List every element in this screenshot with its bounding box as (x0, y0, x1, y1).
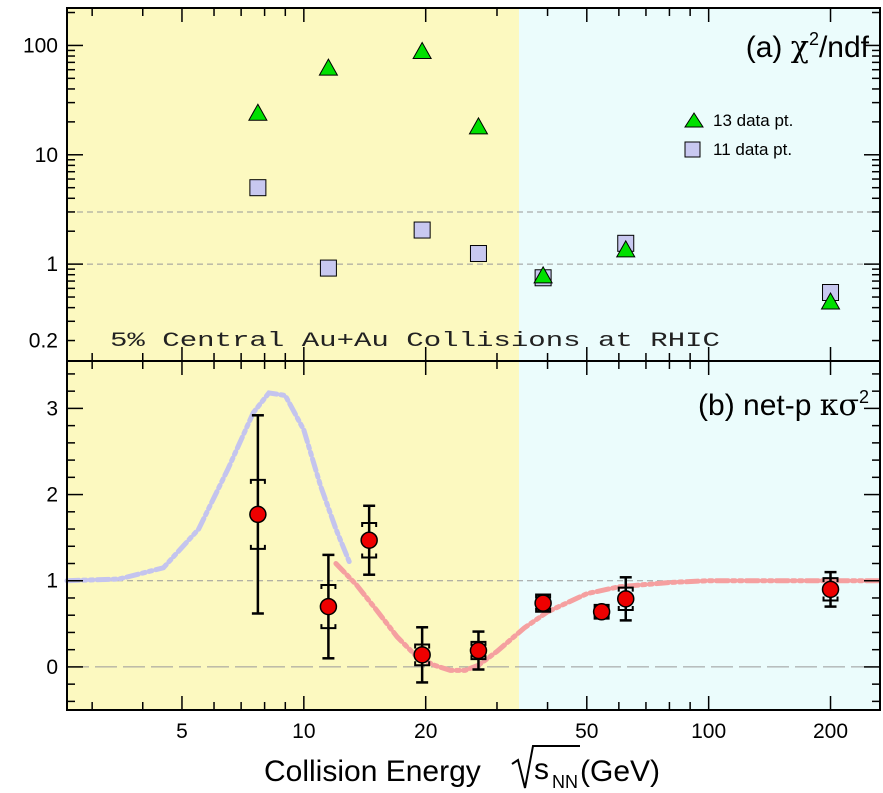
data-point (360, 504, 378, 576)
panel-a: 0.2 1 10 100 (a) χ2/ndf 13 data pt. 11 data… (23, 8, 880, 361)
circle-marker (360, 531, 378, 549)
y-tick-label: 1 (46, 253, 58, 276)
panel-a-title: (a) χ2/ndf (746, 29, 870, 65)
square-marker (469, 245, 487, 263)
data-point (821, 570, 840, 608)
sys-error-bracket (414, 643, 431, 649)
sys-error-bracket (617, 606, 634, 612)
x-axis-title-s: s (534, 753, 549, 786)
panel-a-title-prefix: (a) (746, 31, 791, 64)
panel-a-title-rest: /ndf (819, 31, 870, 64)
x-tick-label: 20 (414, 720, 437, 743)
x-tick-label: 50 (575, 720, 598, 743)
x-tick-label: 200 (813, 720, 848, 743)
x-tick-label: 100 (691, 720, 726, 743)
data-point (592, 603, 611, 621)
x-tick-labels: 5 10 20 50 100 200 (176, 720, 848, 743)
panel-a-markers (248, 41, 841, 310)
circle-marker (249, 505, 267, 524)
sys-error-bracket (414, 661, 431, 667)
y-tick-label: 2 (46, 484, 58, 507)
sys-error-bracket (822, 596, 839, 602)
legend: 13 data pt. 11 data pt. (684, 111, 793, 159)
x-tick-label: 10 (292, 720, 315, 743)
square-marker (319, 259, 337, 277)
data-point (469, 630, 488, 671)
model-curve-2 (333, 561, 883, 673)
circle-marker (469, 641, 488, 660)
circle-marker (821, 580, 840, 599)
x-axis-title-main: Collision Energy (264, 755, 481, 788)
legend-triangle-marker (684, 112, 704, 128)
legend-label-13: 13 data pt. (713, 111, 793, 130)
sys-error-bracket (361, 522, 378, 528)
panel-b-high-energy-band (518, 361, 880, 710)
square-marker (249, 179, 267, 197)
sys-error-bracket (617, 586, 634, 592)
data-point (616, 576, 635, 622)
model-curve-1 (64, 390, 353, 584)
panel-a-y-tick-labels: 0.2 1 10 100 (23, 34, 58, 352)
y-tick-label: 10 (35, 144, 58, 167)
x-axis-title-unit: (GeV) (580, 755, 660, 788)
triangle-marker (412, 41, 433, 60)
panel-a-title-sup: 2 (809, 29, 819, 49)
triangle-marker (248, 103, 268, 121)
circle-marker (319, 597, 338, 616)
y-tick-label: 3 (46, 397, 58, 420)
sqrt-sign-icon (511, 745, 580, 789)
sys-error-bracket (320, 584, 337, 590)
panel-b-low-energy-band (67, 361, 519, 710)
panel-a-title-chi: χ (791, 30, 809, 65)
y-tick-label: 100 (23, 34, 58, 57)
square-marker (413, 221, 431, 239)
frame (66, 7, 881, 711)
panel-b-title-kappa: κσ (820, 388, 859, 423)
data-point (534, 593, 552, 613)
panel-a-low-energy-band (67, 8, 519, 361)
legend-label-11: 11 data pt. (713, 140, 792, 159)
data-point (249, 414, 267, 615)
y-tick-label: 0 (46, 656, 58, 679)
y-tick-label: 1 (46, 570, 58, 593)
triangle-marker (820, 292, 841, 310)
sys-error-bracket (320, 624, 337, 630)
panel-a-reference-lines (67, 211, 880, 265)
triangle-marker (615, 239, 636, 258)
sys-error-bracket (822, 577, 839, 583)
panel-b-title: (b) net-p κσ2 (698, 387, 869, 423)
triangle-marker (533, 265, 553, 284)
y-tick-label: 0.2 (29, 330, 58, 353)
panel-b-title-sup: 2 (859, 387, 869, 407)
x-tick-label: 5 (176, 720, 188, 743)
circle-marker (592, 603, 611, 621)
triangle-marker (468, 116, 489, 135)
panel-b-title-prefix: (b) net-p (698, 389, 820, 422)
circle-marker (534, 594, 552, 612)
x-axis-title-sub: NN (552, 772, 578, 792)
circle-marker (413, 646, 431, 664)
x-axis-title: Collision Energy s NN (GeV) (264, 745, 660, 792)
triangle-marker (318, 58, 339, 76)
data-point (319, 553, 338, 660)
sys-error-bracket (249, 544, 266, 550)
panel-a-ticks (67, 8, 880, 361)
legend-square-marker (684, 141, 701, 158)
panel-b-ticks (67, 361, 880, 710)
sys-error-bracket (361, 553, 378, 559)
data-point (413, 626, 431, 684)
panel-a-high-energy-band (518, 8, 880, 361)
panel-b-markers (249, 414, 840, 684)
panel-b-y-tick-labels: 0 1 2 3 (46, 397, 58, 679)
plot-border (66, 7, 881, 711)
panel-b-model-curves (64, 390, 883, 673)
sys-error-bracket (249, 478, 266, 484)
circle-marker (616, 590, 635, 608)
panel-a-annotation: 5% Central Au+Au Collisions at RHIC (110, 330, 720, 353)
